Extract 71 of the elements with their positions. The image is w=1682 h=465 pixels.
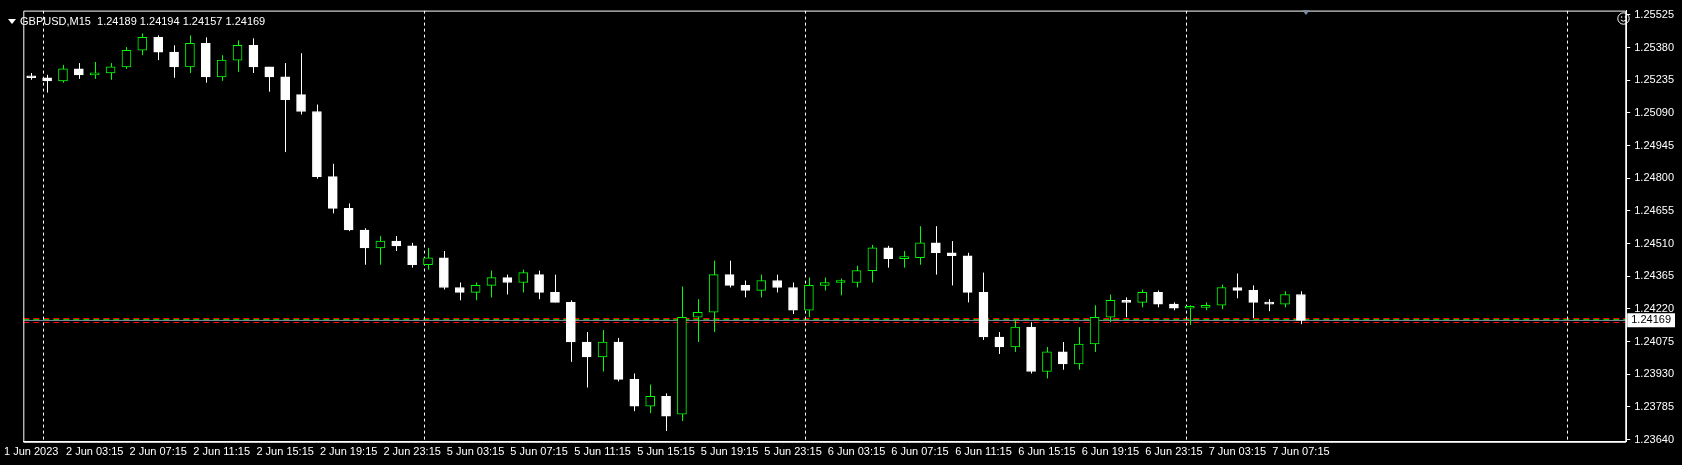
candlestick	[1216, 284, 1227, 310]
x-tick-label: 2 Jun 03:15	[65, 445, 124, 458]
x-tick-label: 5 Jun 07:15	[510, 445, 568, 458]
y-tick-label: 1.25525	[1634, 7, 1674, 20]
x-tick-label: 6 Jun 23:15	[1145, 445, 1203, 458]
y-tick-label: 1.24655	[1634, 203, 1674, 216]
candlestick	[280, 62, 290, 153]
candlestick	[851, 265, 862, 288]
candlestick	[756, 274, 767, 298]
candlestick	[1042, 346, 1052, 379]
x-tick-label: 2 Jun 23:15	[383, 445, 441, 458]
candlestick	[423, 247, 433, 271]
x-tick-label: 2 Jun 11:15	[193, 445, 251, 458]
y-tick-label: 1.25380	[1634, 40, 1674, 53]
candlestick	[946, 240, 957, 286]
x-tick-label: 2 Jun 07:15	[129, 445, 187, 458]
candlestick	[1010, 319, 1021, 353]
x-tick-label: 6 Jun 03:15	[827, 445, 886, 458]
x-tick-label: 6 Jun 15:15	[1018, 445, 1076, 458]
y-tick-label: 1.24945	[1634, 138, 1674, 151]
candlestick	[661, 392, 671, 432]
candlestick	[502, 274, 513, 295]
candlestick	[581, 331, 592, 389]
y-tick-label: 1.24075	[1634, 334, 1674, 347]
y-tick-label: 1.24220	[1634, 301, 1674, 314]
candlestick	[518, 269, 529, 293]
candlestick	[121, 46, 132, 70]
candlestick	[1232, 273, 1243, 299]
candlestick	[296, 52, 306, 115]
y-tick-label: 1.24510	[1634, 236, 1674, 249]
candlestick	[550, 274, 560, 303]
x-tick-label: 1 Jun 2023	[4, 445, 59, 458]
x-tick-label: 7 Jun 03:15	[1208, 445, 1267, 458]
candlestick	[264, 66, 275, 93]
y-tick-label: 1.23640	[1634, 432, 1674, 445]
y-tick-label: 1.25090	[1634, 105, 1674, 118]
x-tick-label: 5 Jun 23:15	[764, 445, 822, 458]
x-tick-label: 6 Jun 11:15	[955, 445, 1012, 458]
x-tick-label: 7 Jun 07:15	[1272, 445, 1330, 458]
candlestick	[534, 270, 544, 300]
ref-line-label: 1.24169	[1631, 313, 1671, 326]
y-tick-label: 1.25235	[1634, 73, 1674, 86]
y-tick-label: 1.24800	[1634, 171, 1674, 184]
candlestick	[486, 270, 497, 298]
y-tick-label: 1.24365	[1634, 269, 1674, 282]
candlestick	[788, 282, 798, 315]
x-tick-label: 5 Jun 11:15	[574, 445, 631, 458]
x-tick-label: 5 Jun 15:15	[637, 445, 695, 458]
candlestick	[185, 34, 195, 74]
x-tick-label: 5 Jun 19:15	[700, 445, 759, 458]
x-tick-label: 2 Jun 15:15	[256, 445, 314, 458]
y-tick-label: 1.23785	[1634, 399, 1674, 412]
x-tick-label: 2 Jun 19:15	[319, 445, 378, 458]
candlestick	[343, 202, 354, 232]
candlestick	[1105, 293, 1116, 323]
x-tick-label: 6 Jun 07:15	[891, 445, 949, 458]
x-tick-label: 5 Jun 03:15	[446, 445, 505, 458]
candlestick	[1121, 296, 1132, 318]
candlestick	[692, 298, 703, 343]
candlestick	[724, 260, 735, 288]
y-tick-label: 1.23930	[1634, 367, 1674, 380]
candlestick	[1073, 326, 1084, 371]
candlestick	[169, 44, 179, 79]
candlestick	[867, 244, 878, 284]
x-tick-label: 6 Jun 19:15	[1081, 445, 1140, 458]
candlestick	[1184, 304, 1195, 326]
candlestick	[216, 54, 227, 82]
candlestick	[804, 277, 814, 318]
candlestick	[248, 37, 259, 74]
candlestick	[407, 242, 417, 269]
candlestick	[931, 225, 941, 276]
